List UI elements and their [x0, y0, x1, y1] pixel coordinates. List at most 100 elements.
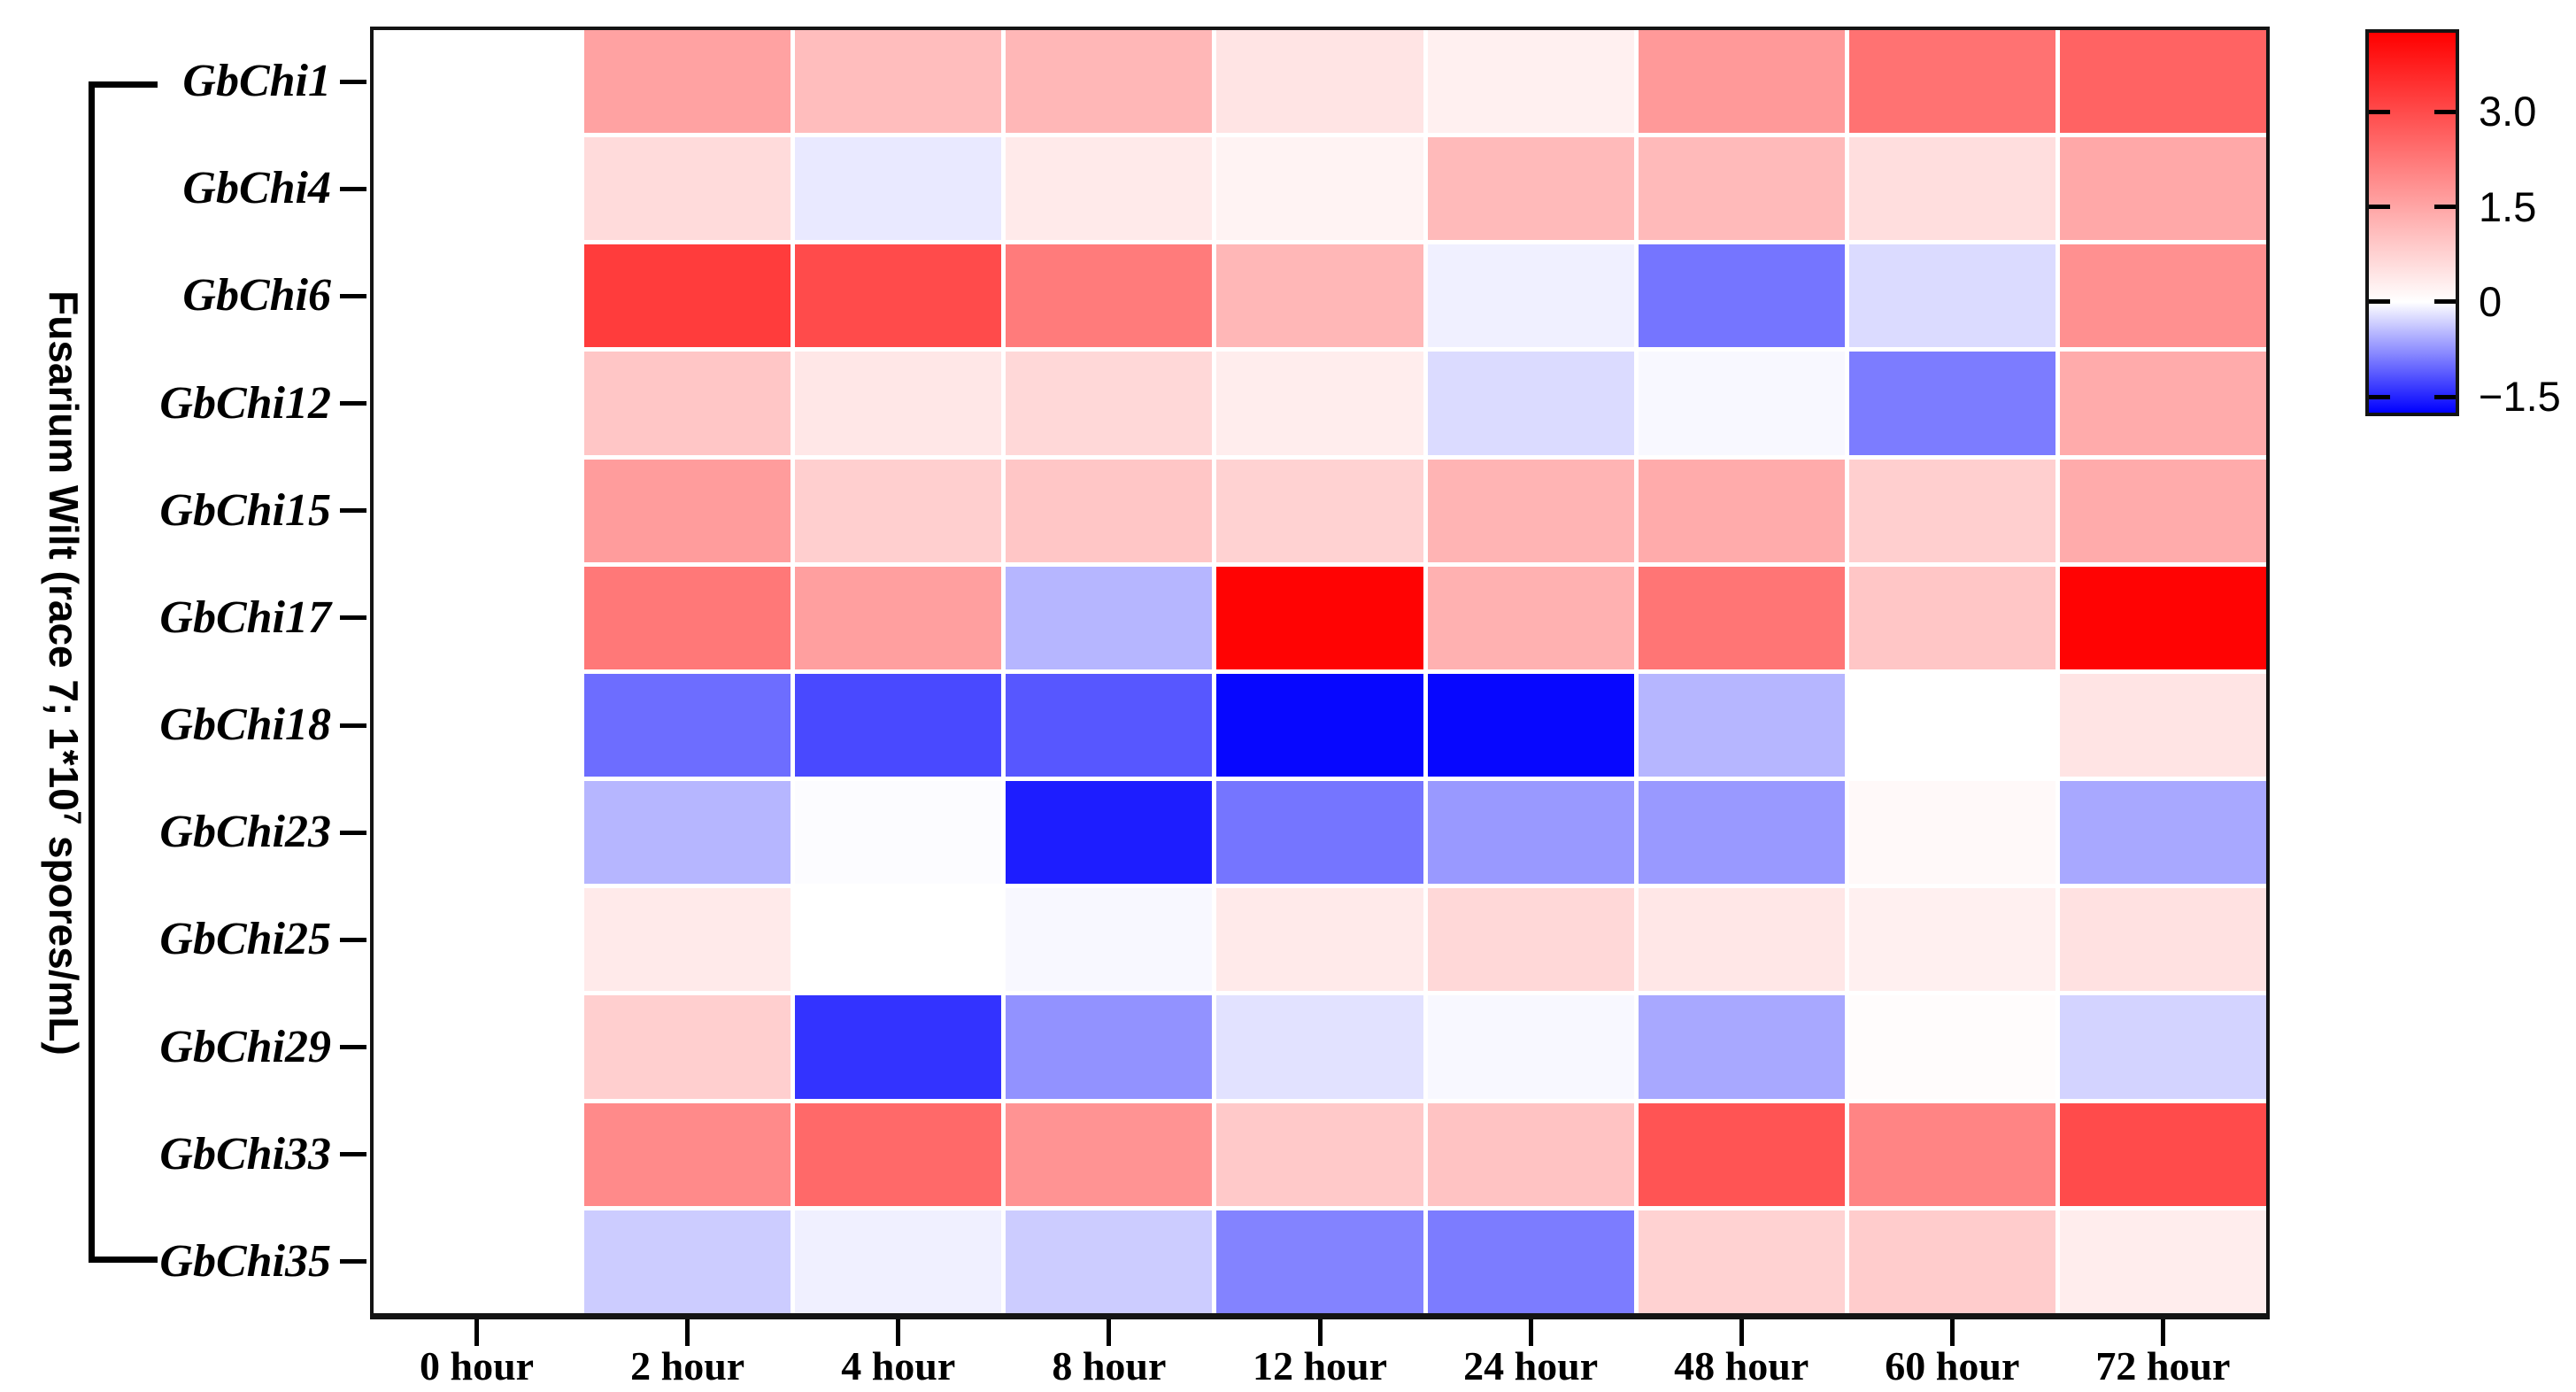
heatmap-cell-GbChi15-72hour — [2059, 459, 2266, 562]
row-label-GbChi1: GbChi1 — [182, 56, 331, 107]
heatmap-cell-GbChi18-4hour — [795, 673, 1002, 777]
row-tick-GbChi33 — [340, 1152, 366, 1157]
heatmap-cell-GbChi33-8hour — [1006, 1102, 1213, 1206]
heatmap-cell-GbChi4-2hour — [584, 137, 791, 241]
row-tick-GbChi25 — [340, 937, 366, 942]
heatmap-cell-GbChi18-8hour — [1006, 673, 1213, 777]
colorbar-tick-label-−1.5: −1.5 — [2479, 373, 2561, 421]
colorbar-tick-right-0 — [2434, 299, 2456, 305]
heatmap-cell-GbChi1-0hour — [374, 30, 581, 134]
colorbar-tick-label-3.0: 3.0 — [2479, 88, 2537, 135]
heatmap-cell-GbChi12-60hour — [1848, 352, 2055, 455]
colorbar-tick-label-1.5: 1.5 — [2479, 182, 2537, 230]
heatmap-cell-GbChi25-48hour — [1638, 888, 1845, 992]
heatmap-cell-GbChi17-2hour — [584, 566, 791, 669]
row-tick-GbChi18 — [340, 723, 366, 728]
heatmap-cell-GbChi15-48hour — [1638, 459, 1845, 562]
colorbar-tick-right-1.5 — [2434, 205, 2456, 210]
col-label-2hour: 2 hour — [630, 1343, 745, 1388]
heatmap-cell-GbChi23-8hour — [1006, 781, 1213, 885]
col-label-24hour: 24 hour — [1463, 1343, 1599, 1388]
heatmap-cell-GbChi4-24hour — [1427, 137, 1634, 241]
col-label-0hour: 0 hour — [420, 1343, 535, 1388]
heatmap-cell-GbChi25-0hour — [374, 888, 581, 992]
heatmap-cell-GbChi23-2hour — [584, 781, 791, 885]
heatmap-cell-GbChi29-48hour — [1638, 995, 1845, 1099]
heatmap-cell-GbChi15-12hour — [1216, 459, 1423, 562]
row-label-GbChi33: GbChi33 — [159, 1128, 331, 1179]
heatmap-cell-GbChi35-48hour — [1638, 1210, 1845, 1313]
col-label-72hour: 72 hour — [2095, 1343, 2231, 1388]
heatmap-cell-GbChi29-24hour — [1427, 995, 1634, 1099]
col-tick-2hour — [685, 1319, 690, 1346]
heatmap-grid — [370, 27, 2270, 1319]
heatmap-cell-GbChi25-4hour — [795, 888, 1002, 992]
heatmap-cell-GbChi35-4hour — [795, 1210, 1002, 1313]
heatmap-cell-GbChi6-8hour — [1006, 244, 1213, 348]
heatmap-cell-GbChi33-72hour — [2059, 1102, 2266, 1206]
heatmap-cell-GbChi1-12hour — [1216, 30, 1423, 134]
heatmap-cell-GbChi1-24hour — [1427, 30, 1634, 134]
heatmap-cell-GbChi12-24hour — [1427, 352, 1634, 455]
col-label-60hour: 60 hour — [1885, 1343, 2020, 1388]
heatmap-cell-GbChi35-2hour — [584, 1210, 791, 1313]
heatmap-cell-GbChi23-72hour — [2059, 781, 2266, 885]
heatmap-cell-GbChi17-0hour — [374, 566, 581, 669]
heatmap-cell-GbChi18-60hour — [1848, 673, 2055, 777]
heatmap-cell-GbChi18-2hour — [584, 673, 791, 777]
heatmap-cell-GbChi18-48hour — [1638, 673, 1845, 777]
colorbar-tick-right-−1.5 — [2434, 394, 2456, 399]
heatmap-cell-GbChi35-60hour — [1848, 1210, 2055, 1313]
heatmap-cell-GbChi29-0hour — [374, 995, 581, 1099]
y-axis-title-prefix: Fusarium Wilt (race 7; 1*10 — [41, 290, 87, 811]
row-tick-GbChi23 — [340, 830, 366, 835]
heatmap-cell-GbChi29-8hour — [1006, 995, 1213, 1099]
heatmap-cell-GbChi33-2hour — [584, 1102, 791, 1206]
heatmap-cell-GbChi35-24hour — [1427, 1210, 1634, 1313]
heatmap-cell-GbChi4-48hour — [1638, 137, 1845, 241]
heatmap-cell-GbChi4-4hour — [795, 137, 1002, 241]
heatmap-cell-GbChi23-60hour — [1848, 781, 2055, 885]
heatmap-cell-GbChi23-48hour — [1638, 781, 1845, 885]
heatmap-cell-GbChi6-24hour — [1427, 244, 1634, 348]
col-tick-4hour — [896, 1319, 901, 1346]
row-tick-GbChi29 — [340, 1045, 366, 1050]
row-label-GbChi25: GbChi25 — [159, 914, 331, 965]
heatmap-cell-GbChi4-72hour — [2059, 137, 2266, 241]
heatmap-cell-GbChi12-8hour — [1006, 352, 1213, 455]
genes-bracket — [89, 81, 158, 1263]
heatmap-cell-GbChi23-4hour — [795, 781, 1002, 885]
heatmap-cell-GbChi23-12hour — [1216, 781, 1423, 885]
heatmap-cell-GbChi6-72hour — [2059, 244, 2266, 348]
heatmap-cell-GbChi1-72hour — [2059, 30, 2266, 134]
heatmap-cell-GbChi15-60hour — [1848, 459, 2055, 562]
heatmap-cell-GbChi18-12hour — [1216, 673, 1423, 777]
row-tick-GbChi17 — [340, 615, 366, 621]
row-label-GbChi4: GbChi4 — [182, 163, 331, 214]
col-tick-48hour — [1739, 1319, 1744, 1346]
y-axis-title-superscript: 7 — [58, 810, 87, 825]
heatmap-cell-GbChi15-4hour — [795, 459, 1002, 562]
heatmap-cell-GbChi35-12hour — [1216, 1210, 1423, 1313]
heatmap-cell-GbChi15-8hour — [1006, 459, 1213, 562]
heatmap-cell-GbChi6-48hour — [1638, 244, 1845, 348]
heatmap-cell-GbChi6-12hour — [1216, 244, 1423, 348]
heatmap-cell-GbChi12-72hour — [2059, 352, 2266, 455]
heatmap-cell-GbChi25-72hour — [2059, 888, 2266, 992]
heatmap-cell-GbChi1-8hour — [1006, 30, 1213, 134]
heatmap-cell-GbChi23-0hour — [374, 781, 581, 885]
heatmap-cell-GbChi29-60hour — [1848, 995, 2055, 1099]
row-label-GbChi35: GbChi35 — [159, 1235, 331, 1287]
row-label-GbChi15: GbChi15 — [159, 484, 331, 536]
row-tick-GbChi12 — [340, 401, 366, 406]
col-tick-0hour — [474, 1319, 480, 1346]
heatmap-cell-GbChi29-4hour — [795, 995, 1002, 1099]
heatmap-cell-GbChi33-24hour — [1427, 1102, 1634, 1206]
heatmap-cell-GbChi1-4hour — [795, 30, 1002, 134]
heatmap-cell-GbChi12-4hour — [795, 352, 1002, 455]
heatmap-cell-GbChi33-48hour — [1638, 1102, 1845, 1206]
heatmap-cell-GbChi4-12hour — [1216, 137, 1423, 241]
heatmap-cell-GbChi23-24hour — [1427, 781, 1634, 885]
heatmap-cell-GbChi15-2hour — [584, 459, 791, 562]
